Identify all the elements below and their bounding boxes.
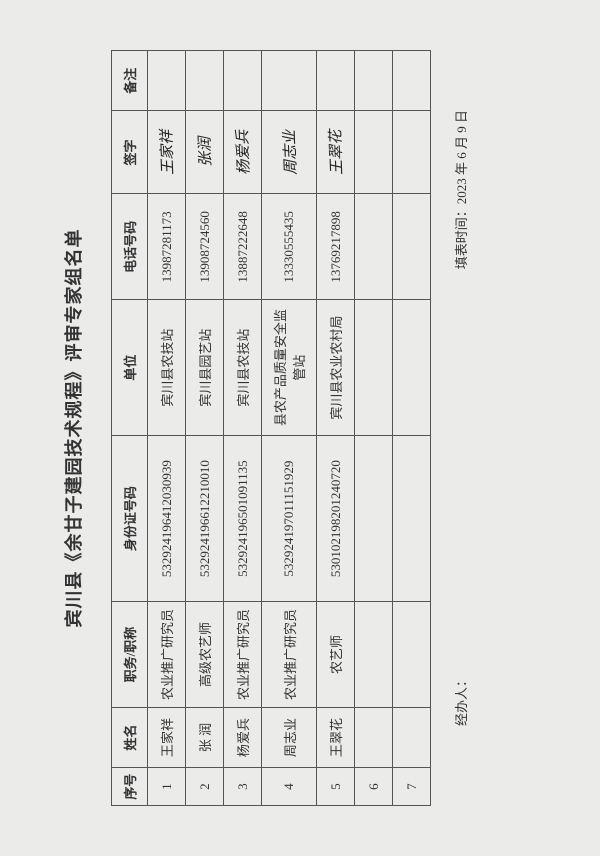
cell-signature: 张润 [186, 111, 224, 194]
cell-note [317, 51, 355, 111]
cell-phone: 13887222648 [224, 194, 262, 300]
footer-date-label: 填表时间： [454, 204, 469, 269]
cell-signature [393, 111, 431, 194]
cell-note [148, 51, 186, 111]
cell-note [393, 51, 431, 111]
header-signature: 签字 [112, 111, 148, 194]
cell-jobtitle: 农业推广研究员 [224, 602, 262, 708]
header-jobtitle: 职务/职称 [112, 602, 148, 708]
cell-note [262, 51, 317, 111]
cell-seq: 7 [393, 768, 431, 806]
cell-id: 530102198201240720 [317, 436, 355, 602]
footer-handler: 经办人： [451, 674, 470, 726]
cell-note [186, 51, 224, 111]
cell-seq: 3 [224, 768, 262, 806]
cell-phone [355, 194, 393, 300]
header-name: 姓名 [112, 707, 148, 767]
table-row: 1王家祥农业推广研究员532924196412030939宾川县农技站13987… [148, 51, 186, 806]
cell-seq: 5 [317, 768, 355, 806]
cell-name: 周志业 [262, 707, 317, 767]
header-unit: 单位 [112, 300, 148, 436]
cell-id: 532924196612210010 [186, 436, 224, 602]
cell-unit: 宾川县农业农村局 [317, 300, 355, 436]
table-row: 5王翠花农艺师530102198201240720宾川县农业农村局1376921… [317, 51, 355, 806]
cell-id: 532924196501091135 [224, 436, 262, 602]
cell-signature: 王翠花 [317, 111, 355, 194]
document-page: 宾川县《余甘子建园技术规程》评审专家组名单 序号 姓名 职务/职称 身份证号码 … [0, 0, 600, 856]
cell-phone: 13769217898 [317, 194, 355, 300]
cell-unit: 宾川县农技站 [148, 300, 186, 436]
cell-signature: 杨爱兵 [224, 111, 262, 194]
cell-name [355, 707, 393, 767]
cell-name [393, 707, 431, 767]
table-header-row: 序号 姓名 职务/职称 身份证号码 单位 电话号码 签字 备注 [112, 51, 148, 806]
cell-signature: 周志业 [262, 111, 317, 194]
cell-jobtitle: 农业推广研究员 [148, 602, 186, 708]
table-row: 4周志业农业推广研究员532924197011151929县农产品质量安全监管站… [262, 51, 317, 806]
signature-text: 王家祥 [155, 130, 178, 176]
cell-unit [393, 300, 431, 436]
cell-unit [355, 300, 393, 436]
expert-table: 序号 姓名 职务/职称 身份证号码 单位 电话号码 签字 备注 1王家祥农业推广… [111, 50, 431, 806]
table-row: 3杨爱兵农业推广研究员532924196501091135宾川县农技站13887… [224, 51, 262, 806]
document-title: 宾川县《余甘子建园技术规程》评审专家组名单 [60, 50, 86, 806]
cell-id: 532924196412030939 [148, 436, 186, 602]
cell-name: 杨爱兵 [224, 707, 262, 767]
cell-signature [355, 111, 393, 194]
footer-date-section: 填表时间：2023 年 6 月 9 日 [451, 110, 470, 269]
table-row: 2张 润高级农艺师532924196612210010宾川县园艺站1390872… [186, 51, 224, 806]
header-id: 身份证号码 [112, 436, 148, 602]
cell-id [393, 436, 431, 602]
cell-phone: 13330555435 [262, 194, 317, 300]
table-row: 7 [393, 51, 431, 806]
cell-jobtitle [355, 602, 393, 708]
footer-date-value: 2023 年 6 月 9 日 [454, 110, 469, 204]
cell-seq: 2 [186, 768, 224, 806]
header-phone: 电话号码 [112, 194, 148, 300]
cell-jobtitle [393, 602, 431, 708]
cell-jobtitle: 农业推广研究员 [262, 602, 317, 708]
cell-name: 张 润 [186, 707, 224, 767]
cell-seq: 1 [148, 768, 186, 806]
cell-id [355, 436, 393, 602]
table-row: 6 [355, 51, 393, 806]
cell-jobtitle: 农艺师 [317, 602, 355, 708]
cell-unit: 县农产品质量安全监管站 [262, 300, 317, 436]
cell-unit: 宾川县农技站 [224, 300, 262, 436]
cell-phone: 13987281173 [148, 194, 186, 300]
cell-phone [393, 194, 431, 300]
cell-seq: 6 [355, 768, 393, 806]
signature-text: 张润 [193, 137, 215, 168]
cell-note [355, 51, 393, 111]
cell-seq: 4 [262, 768, 317, 806]
cell-id: 532924197011151929 [262, 436, 317, 602]
cell-jobtitle: 高级农艺师 [186, 602, 224, 708]
cell-unit: 宾川县园艺站 [186, 300, 224, 436]
signature-text: 王翠花 [324, 130, 347, 176]
cell-note [224, 51, 262, 111]
cell-name: 王翠花 [317, 707, 355, 767]
cell-signature: 王家祥 [148, 111, 186, 194]
signature-text: 杨爱兵 [231, 130, 254, 176]
signature-text: 周志业 [278, 130, 301, 176]
cell-phone: 13908724560 [186, 194, 224, 300]
document-footer: 经办人： 填表时间：2023 年 6 月 9 日 [451, 50, 470, 806]
cell-name: 王家祥 [148, 707, 186, 767]
header-note: 备注 [112, 51, 148, 111]
table-body: 1王家祥农业推广研究员532924196412030939宾川县农技站13987… [148, 51, 431, 806]
header-seq: 序号 [112, 768, 148, 806]
